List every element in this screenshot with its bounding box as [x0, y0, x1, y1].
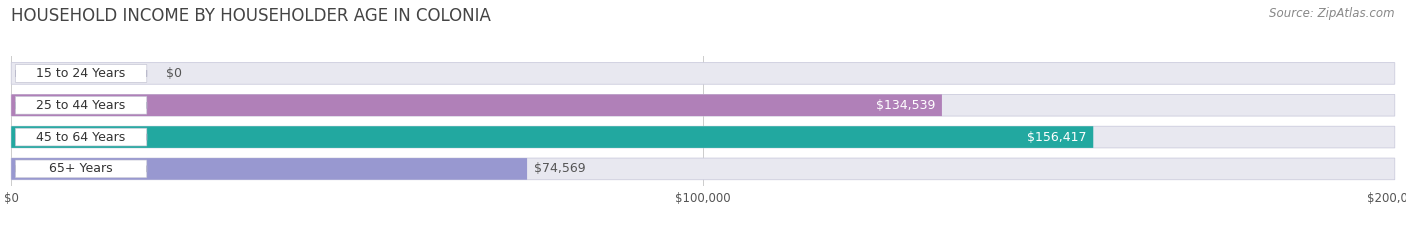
Text: 45 to 64 Years: 45 to 64 Years: [37, 130, 125, 144]
FancyBboxPatch shape: [11, 94, 942, 116]
FancyBboxPatch shape: [11, 126, 1094, 148]
Text: 15 to 24 Years: 15 to 24 Years: [37, 67, 125, 80]
Text: 65+ Years: 65+ Years: [49, 162, 112, 175]
FancyBboxPatch shape: [15, 96, 146, 114]
Text: $156,417: $156,417: [1026, 130, 1087, 144]
FancyBboxPatch shape: [11, 126, 1395, 148]
FancyBboxPatch shape: [15, 65, 146, 82]
FancyBboxPatch shape: [11, 158, 527, 180]
Text: $0: $0: [166, 67, 183, 80]
Text: HOUSEHOLD INCOME BY HOUSEHOLDER AGE IN COLONIA: HOUSEHOLD INCOME BY HOUSEHOLDER AGE IN C…: [11, 7, 491, 25]
FancyBboxPatch shape: [11, 158, 1395, 180]
FancyBboxPatch shape: [11, 63, 1395, 84]
FancyBboxPatch shape: [15, 128, 146, 146]
Text: Source: ZipAtlas.com: Source: ZipAtlas.com: [1270, 7, 1395, 20]
Text: $134,539: $134,539: [876, 99, 935, 112]
Text: 25 to 44 Years: 25 to 44 Years: [37, 99, 125, 112]
FancyBboxPatch shape: [11, 94, 1395, 116]
FancyBboxPatch shape: [15, 160, 146, 178]
Text: $74,569: $74,569: [534, 162, 586, 175]
